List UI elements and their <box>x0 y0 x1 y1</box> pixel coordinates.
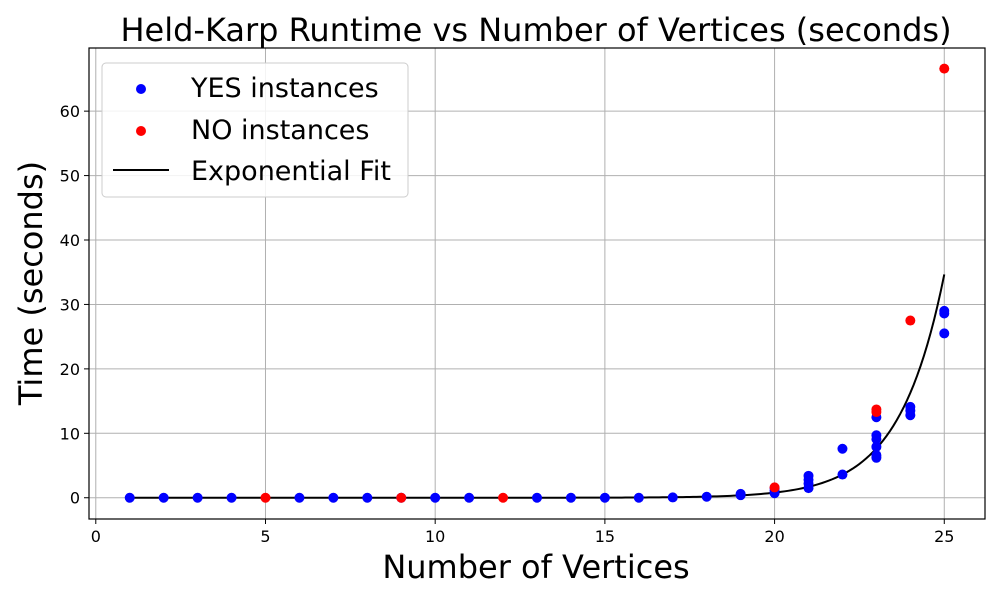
x-tick-label: 20 <box>764 527 784 546</box>
exponential-fit-line <box>129 274 946 499</box>
y-tick-label: 50 <box>60 167 80 186</box>
yes-instance-point <box>905 401 916 412</box>
yes-instance-point <box>633 492 644 503</box>
no-instance-point <box>260 492 271 503</box>
scatter-points <box>124 63 950 503</box>
y-ticks: 0 10 20 30 40 50 60 <box>60 102 89 508</box>
x-axis-label: Number of Vertices <box>382 548 689 586</box>
yes-instance-point <box>158 492 169 503</box>
no-instance-point <box>905 315 916 326</box>
plot-frame <box>88 47 986 520</box>
legend-label-no: NO instances <box>191 115 369 146</box>
x-tick-label: 25 <box>934 527 954 546</box>
y-tick-label: 0 <box>70 489 80 508</box>
yes-instance-point <box>362 492 373 503</box>
no-instance-point <box>396 492 407 503</box>
yes-instance-point <box>532 492 542 503</box>
yes-instance-point <box>871 430 882 441</box>
x-tick-label: 10 <box>425 527 445 546</box>
legend-label-yes: YES instances <box>190 73 379 104</box>
legend: YES instances NO instances Exponential F… <box>101 62 409 198</box>
y-tick-label: 20 <box>60 360 80 379</box>
yes-instance-point <box>701 491 712 502</box>
legend-marker-no <box>136 126 146 136</box>
yes-instance-point <box>192 492 203 503</box>
no-instance-point <box>769 482 780 493</box>
y-tick-label: 60 <box>60 102 80 121</box>
yes-instance-point <box>294 492 305 503</box>
yes-instance-point <box>328 492 339 503</box>
yes-instance-point <box>871 441 882 452</box>
y-tick-label: 40 <box>60 231 80 250</box>
y-axis-label: Time (seconds) <box>12 161 50 406</box>
no-instance-point <box>498 492 509 503</box>
no-instance-point <box>871 404 882 415</box>
legend-marker-yes <box>136 84 146 94</box>
no-instance-point <box>939 63 950 74</box>
legend-box <box>101 62 409 198</box>
yes-instance-point <box>939 305 950 316</box>
legend-label-fit: Exponential Fit <box>191 156 391 187</box>
yes-instance-point <box>939 328 950 339</box>
x-tick-label: 0 <box>91 527 101 546</box>
yes-instance-point <box>871 450 882 461</box>
yes-instance-point <box>837 469 848 480</box>
yes-instance-point <box>430 492 441 503</box>
yes-instance-point <box>124 492 135 503</box>
yes-instance-point <box>837 443 848 454</box>
yes-instance-point <box>599 492 610 503</box>
x-tick-label: 5 <box>260 527 270 546</box>
yes-instance-point <box>226 492 237 503</box>
yes-instance-point <box>464 492 475 503</box>
x-ticks: 0 5 10 15 20 25 <box>91 519 954 546</box>
yes-instance-point <box>803 470 814 481</box>
yes-instance-point <box>565 492 576 503</box>
fit-line-group <box>129 274 946 499</box>
y-tick-label: 10 <box>60 424 80 443</box>
chart-title: Held-Karp Runtime vs Number of Vertices … <box>120 11 951 49</box>
yes-instance-point <box>735 488 746 499</box>
x-tick-label: 15 <box>595 527 615 546</box>
yes-instance-point <box>667 492 678 503</box>
y-tick-label: 30 <box>60 295 80 314</box>
